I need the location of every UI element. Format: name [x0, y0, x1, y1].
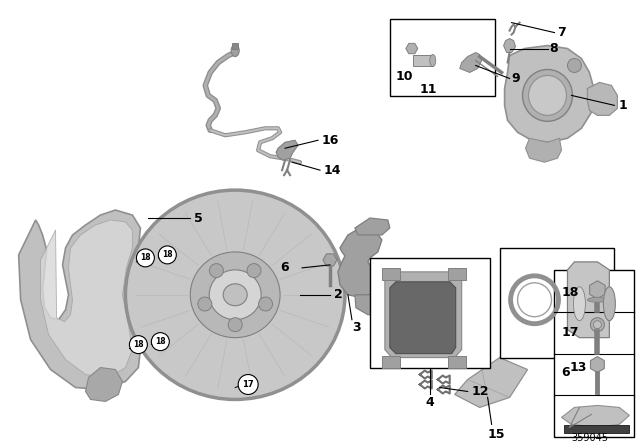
Text: 13: 13	[570, 361, 587, 374]
Bar	[554, 270, 634, 437]
Bar	[448, 356, 466, 367]
Text: 18: 18	[133, 340, 144, 349]
Text: 6: 6	[561, 366, 570, 379]
Polygon shape	[338, 228, 382, 298]
Polygon shape	[504, 39, 516, 52]
Polygon shape	[591, 357, 604, 373]
Text: 6: 6	[280, 261, 289, 274]
Bar	[564, 425, 629, 433]
Polygon shape	[588, 82, 618, 115]
Polygon shape	[276, 140, 298, 160]
Text: 16: 16	[322, 134, 339, 147]
Text: 9: 9	[511, 72, 520, 85]
Bar	[232, 43, 238, 48]
Text: 17: 17	[243, 380, 254, 389]
Polygon shape	[355, 295, 388, 314]
Text: 18: 18	[561, 286, 579, 299]
Polygon shape	[355, 218, 390, 235]
Polygon shape	[504, 46, 595, 142]
Ellipse shape	[125, 190, 345, 400]
Bar	[382, 356, 400, 367]
Ellipse shape	[430, 55, 436, 66]
Ellipse shape	[593, 321, 602, 329]
Bar	[448, 268, 466, 280]
Polygon shape	[525, 138, 561, 162]
Polygon shape	[589, 281, 605, 299]
Ellipse shape	[223, 284, 247, 306]
Text: 8: 8	[550, 42, 558, 55]
Ellipse shape	[231, 44, 239, 56]
Ellipse shape	[522, 69, 572, 121]
Text: 18: 18	[140, 254, 150, 263]
Circle shape	[129, 336, 147, 353]
Polygon shape	[385, 272, 461, 358]
Polygon shape	[406, 43, 418, 54]
Polygon shape	[561, 405, 629, 427]
Bar	[413, 55, 433, 66]
Bar	[370, 258, 490, 367]
Text: 5: 5	[195, 211, 203, 224]
Text: 12: 12	[472, 385, 489, 398]
Circle shape	[238, 375, 258, 395]
Circle shape	[209, 263, 223, 278]
Circle shape	[228, 318, 242, 332]
Text: 17: 17	[561, 326, 579, 339]
Text: 14: 14	[324, 164, 342, 177]
Ellipse shape	[529, 75, 566, 115]
Polygon shape	[454, 358, 527, 407]
Polygon shape	[40, 220, 132, 378]
Circle shape	[198, 297, 212, 311]
Polygon shape	[460, 52, 482, 73]
Ellipse shape	[591, 318, 604, 332]
Bar	[390, 19, 495, 96]
Polygon shape	[323, 254, 337, 266]
Polygon shape	[390, 282, 456, 353]
Text: 18: 18	[162, 250, 173, 259]
Polygon shape	[19, 210, 140, 389]
Text: 359045: 359045	[571, 433, 608, 444]
Text: 3: 3	[352, 321, 360, 334]
Ellipse shape	[588, 297, 607, 302]
Text: 2: 2	[334, 288, 342, 301]
Polygon shape	[568, 262, 609, 338]
Bar	[382, 268, 400, 280]
Ellipse shape	[209, 270, 261, 320]
Circle shape	[136, 249, 154, 267]
Ellipse shape	[604, 287, 615, 321]
Ellipse shape	[573, 287, 586, 321]
Circle shape	[568, 59, 581, 73]
Circle shape	[259, 297, 273, 311]
Text: 11: 11	[420, 83, 437, 96]
Ellipse shape	[190, 252, 280, 338]
Ellipse shape	[518, 283, 552, 317]
Text: 7: 7	[557, 26, 566, 39]
Text: 10: 10	[396, 70, 413, 83]
Circle shape	[158, 246, 176, 264]
Text: 18: 18	[155, 337, 166, 346]
Text: 1: 1	[618, 99, 627, 112]
Text: 15: 15	[488, 428, 505, 441]
Text: 4: 4	[426, 396, 435, 409]
Circle shape	[152, 333, 170, 351]
Bar	[500, 248, 614, 358]
Polygon shape	[86, 367, 122, 401]
Circle shape	[247, 263, 261, 278]
